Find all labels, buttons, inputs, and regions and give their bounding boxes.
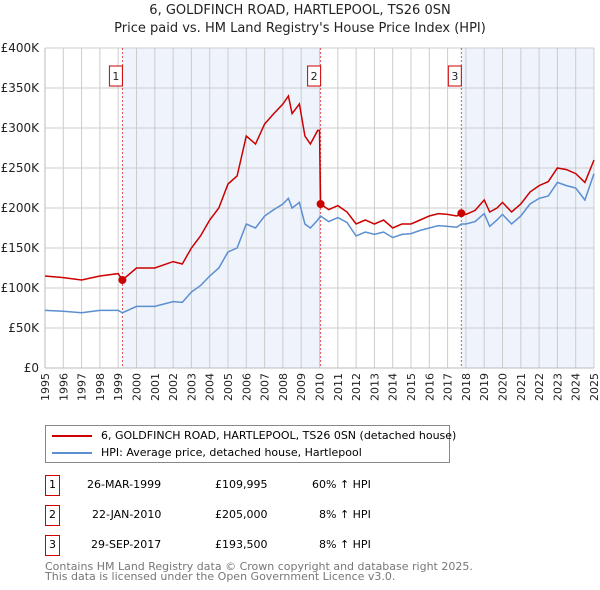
x-tick-label: 2018 bbox=[460, 373, 473, 401]
sale-price: £109,995 bbox=[215, 478, 268, 491]
x-tick-label: 2011 bbox=[332, 373, 345, 401]
sale-label: 1 bbox=[112, 70, 119, 83]
sale-date: 26-MAR-1999 bbox=[87, 478, 162, 491]
x-tick-label: 2019 bbox=[478, 373, 491, 401]
x-tick-label: 2000 bbox=[131, 373, 144, 401]
sale-row: 3 29-SEP-2017 £193,500 8% ↑ HPI bbox=[45, 535, 465, 557]
sale-marker-box: 1 bbox=[45, 475, 60, 496]
x-tick-label: 1995 bbox=[39, 373, 52, 401]
y-tick-label: £50K bbox=[8, 321, 40, 335]
sale-label-box bbox=[307, 65, 322, 87]
x-tick-label: 2025 bbox=[588, 373, 600, 401]
legend-swatch-blue bbox=[52, 452, 92, 454]
sale-marker-box: 3 bbox=[45, 535, 60, 556]
y-tick-label: £100K bbox=[1, 281, 41, 295]
x-tick-label: 2017 bbox=[442, 373, 455, 401]
x-tick-label: 2004 bbox=[204, 373, 217, 401]
sale-price: £193,500 bbox=[215, 538, 268, 551]
sale-point bbox=[118, 276, 127, 285]
x-tick-label: 2014 bbox=[387, 373, 400, 401]
sale-date: 22-JAN-2010 bbox=[92, 508, 162, 521]
x-tick-label: 2008 bbox=[277, 373, 290, 401]
y-tick-label: £300K bbox=[1, 121, 41, 135]
x-tick-label: 2007 bbox=[259, 373, 272, 401]
x-tick-label: 2002 bbox=[167, 373, 180, 401]
sale-hpi: 60% ↑ HPI bbox=[312, 478, 371, 491]
sale-hpi: 8% ↑ HPI bbox=[319, 508, 371, 521]
sale-hpi: 8% ↑ HPI bbox=[319, 538, 371, 551]
x-tick-label: 2010 bbox=[314, 373, 327, 401]
y-tick-label: £400K bbox=[1, 41, 41, 55]
legend: 6, GOLDFINCH ROAD, HARTLEPOOL, TS26 0SN … bbox=[45, 425, 456, 463]
x-tick-label: 2003 bbox=[185, 373, 198, 401]
sale-point bbox=[457, 209, 466, 218]
y-tick-label: £0 bbox=[24, 361, 39, 375]
sale-row: 1 26-MAR-1999 £109,995 60% ↑ HPI bbox=[45, 475, 465, 497]
chart-title: 6, GOLDFINCH ROAD, HARTLEPOOL, TS26 0SN bbox=[149, 3, 451, 18]
price-paid-line bbox=[44, 94, 595, 282]
sale-price: £205,000 bbox=[215, 508, 268, 521]
legend-label: 6, GOLDFINCH ROAD, HARTLEPOOL, TS26 0SN … bbox=[101, 429, 457, 442]
x-tick-label: 2020 bbox=[497, 373, 510, 401]
x-tick-label: 1998 bbox=[94, 373, 107, 401]
x-tick-label: 2024 bbox=[570, 373, 583, 401]
legend-label: HPI: Average price, detached house, Hart… bbox=[101, 446, 362, 459]
x-tick-label: 2005 bbox=[222, 373, 235, 401]
x-tick-label: 2022 bbox=[533, 373, 546, 401]
footer-copyright: Contains HM Land Registry data © Crown c… bbox=[45, 560, 473, 573]
y-tick-label: £250K bbox=[1, 161, 41, 175]
y-tick-label: £350K bbox=[1, 81, 41, 95]
y-tick-label: £200K bbox=[1, 201, 41, 215]
x-tick-label: 2021 bbox=[515, 373, 528, 401]
sale-row: 2 22-JAN-2010 £205,000 8% ↑ HPI bbox=[45, 505, 465, 527]
x-tick-label: 2001 bbox=[149, 373, 162, 401]
x-tick-label: 2012 bbox=[350, 373, 363, 401]
x-tick-label: 1996 bbox=[57, 373, 70, 401]
x-tick-label: 2009 bbox=[295, 373, 308, 401]
x-tick-label: 2006 bbox=[240, 373, 253, 401]
plot-area: 1995 1996 1997 1998 1999 2000 2001 2002 2003 2004… bbox=[1, 41, 600, 401]
x-tick-label: 1997 bbox=[76, 373, 89, 401]
hpi-line bbox=[44, 173, 595, 314]
sale-label-box bbox=[108, 65, 123, 87]
sale-marker-box: 2 bbox=[45, 505, 60, 526]
x-tick-label: 2023 bbox=[551, 373, 564, 401]
chart-subtitle: Price paid vs. HM Land Registry's House … bbox=[114, 21, 486, 36]
sale-date: 29-SEP-2017 bbox=[91, 538, 162, 551]
sale-label: 2 bbox=[311, 70, 318, 83]
sale-point bbox=[316, 200, 325, 208]
footer-licence: This data is licensed under the Open Gov… bbox=[45, 570, 396, 583]
x-tick-label: 2016 bbox=[423, 373, 436, 401]
legend-swatch-red bbox=[52, 435, 92, 437]
y-tick-label: £150K bbox=[1, 241, 41, 255]
x-tick-label: 2013 bbox=[368, 373, 381, 401]
x-tick-label: 1999 bbox=[112, 373, 125, 401]
sale-label-box bbox=[447, 65, 462, 87]
x-tick-label: 2015 bbox=[405, 373, 418, 401]
sale-label: 3 bbox=[451, 70, 458, 83]
